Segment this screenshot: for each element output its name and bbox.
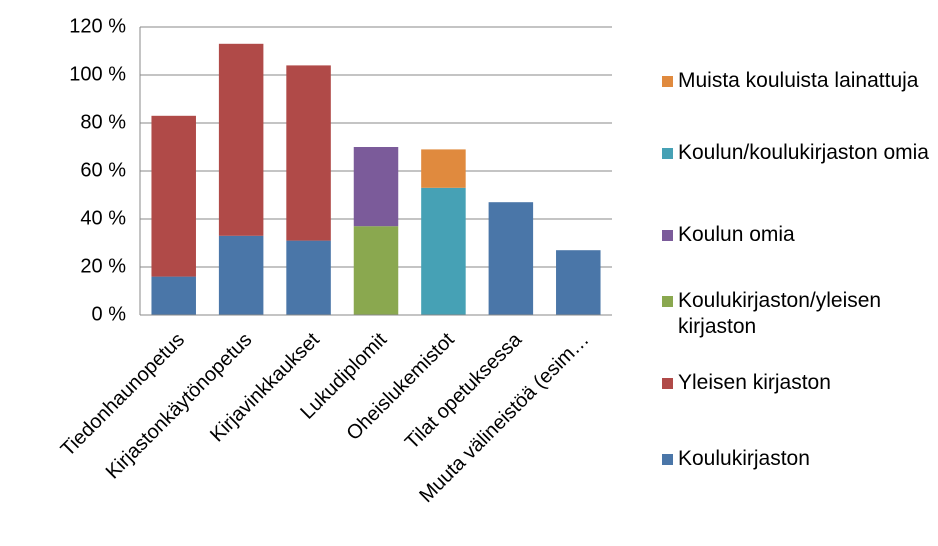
y-tick-label: 20 % (80, 255, 126, 277)
legend-item: Koulukirjaston/yleisen kirjaston (662, 288, 932, 340)
legend-label: Koulukirjaston (678, 447, 810, 470)
legend-item: Koulun omia (662, 222, 932, 248)
legend-label: Koulukirjaston/yleisen kirjaston (678, 289, 882, 338)
bar-segment (286, 240, 331, 315)
legend-item: Muista kouluista lainattuja (662, 68, 932, 94)
bar-segment (488, 202, 534, 315)
legend-item: Yleisen kirjaston (662, 370, 932, 396)
legend-swatch (662, 454, 673, 465)
bar-segment (286, 65, 331, 241)
bar-segment (218, 235, 264, 315)
legend-item: Koulun/koulukirjaston omia (662, 140, 932, 166)
bar-segment (556, 250, 601, 315)
bar-segment (421, 187, 466, 315)
y-tick-label: 120 % (69, 15, 126, 37)
x-tick-label: Tiedonhaunopetus (57, 329, 189, 461)
x-tick-label: Tilat opetuksessa (401, 328, 527, 454)
legend-swatch (662, 148, 673, 159)
legend-label: Muista kouluista lainattuja (678, 69, 919, 92)
bar-segment (218, 43, 264, 236)
legend-item: Koulukirjaston (662, 446, 932, 472)
bar-segment (151, 115, 196, 277)
legend-label: Koulun omia (678, 223, 795, 246)
legend-label: Koulun/koulukirjaston omia (678, 141, 929, 164)
legend-swatch (662, 230, 673, 241)
bar-segment (353, 147, 399, 227)
legend-swatch (662, 76, 673, 87)
y-tick-label: 100 % (69, 63, 126, 85)
bar-segment (353, 226, 399, 315)
legend-label: Yleisen kirjaston (678, 371, 831, 394)
legend-swatch (662, 378, 673, 389)
y-tick-label: 40 % (80, 207, 126, 229)
bar-segment (421, 149, 466, 188)
y-tick-label: 0 % (92, 303, 127, 325)
legend-swatch (662, 296, 673, 307)
y-tick-label: 60 % (80, 159, 126, 181)
bar-segment (151, 276, 196, 315)
y-tick-label: 80 % (80, 111, 126, 133)
